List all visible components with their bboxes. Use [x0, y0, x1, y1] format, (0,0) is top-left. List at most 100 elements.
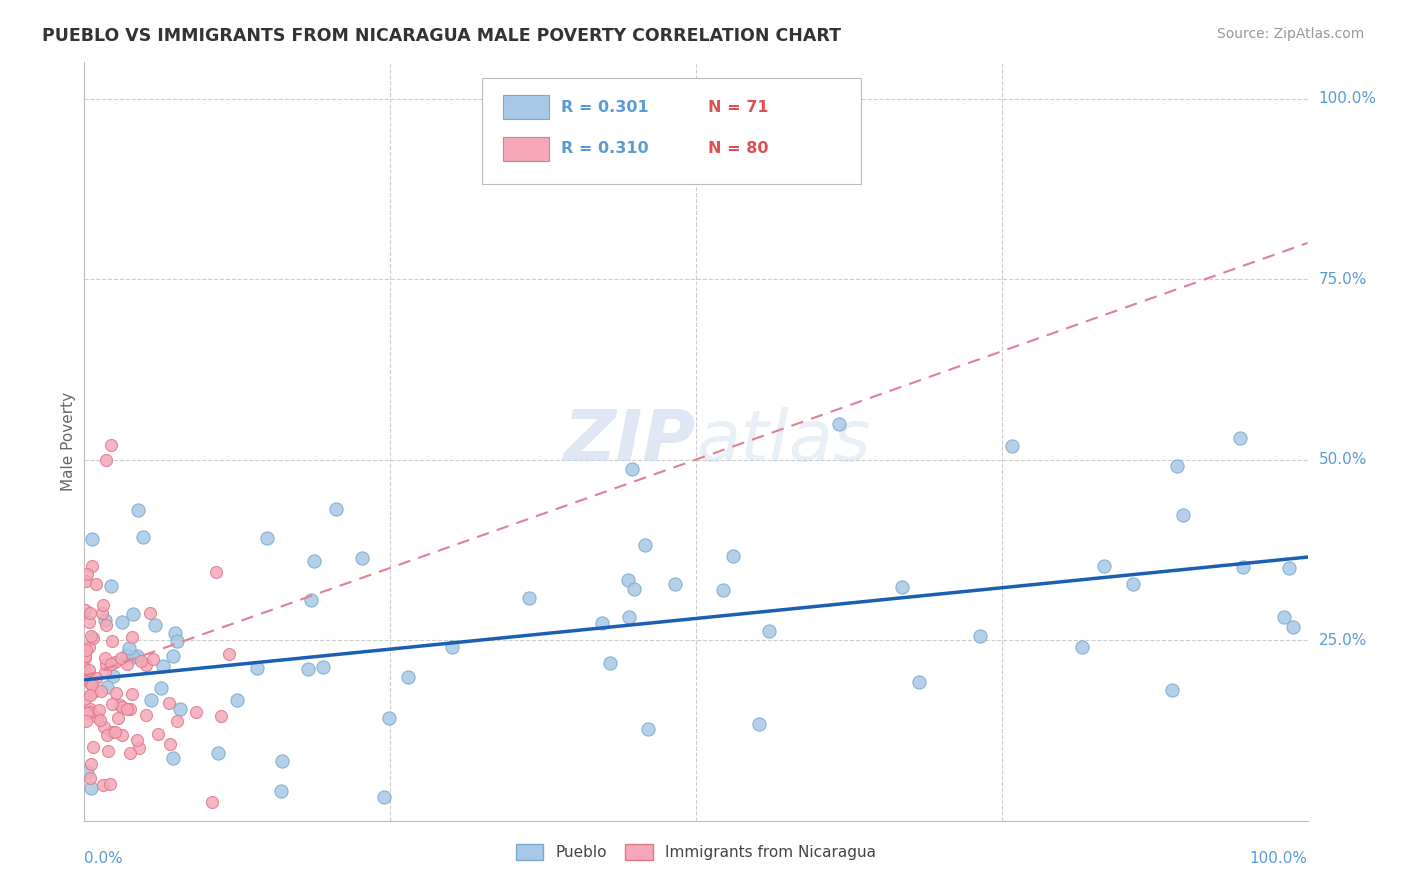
Point	[107, 711, 129, 725]
Point	[122, 607, 145, 621]
Point	[96, 728, 118, 742]
Point	[184, 706, 207, 720]
Point	[621, 461, 644, 475]
Point	[1232, 560, 1254, 574]
Text: atlas: atlas	[696, 407, 870, 476]
Point	[101, 724, 124, 739]
Point	[82, 631, 104, 645]
Point	[117, 641, 139, 656]
Point	[94, 651, 117, 665]
Text: R = 0.310: R = 0.310	[561, 141, 650, 156]
Text: 100.0%: 100.0%	[1319, 91, 1376, 106]
Point	[100, 697, 122, 711]
Point	[96, 452, 118, 467]
Point	[82, 740, 104, 755]
Point	[79, 676, 101, 690]
Point	[94, 657, 117, 672]
Point	[634, 538, 657, 552]
Point	[111, 615, 134, 629]
Point	[101, 669, 124, 683]
Point	[1092, 559, 1115, 574]
Point	[75, 714, 97, 729]
Point	[122, 649, 145, 664]
Point	[1281, 620, 1303, 634]
Point	[75, 651, 97, 665]
Point	[828, 417, 851, 431]
Point	[80, 756, 103, 771]
Point	[748, 717, 770, 731]
Point	[711, 583, 734, 598]
Text: Source: ZipAtlas.com: Source: ZipAtlas.com	[1216, 27, 1364, 41]
Point	[121, 687, 143, 701]
Point	[143, 618, 166, 632]
Point	[80, 780, 103, 795]
Point	[617, 573, 640, 587]
Point	[1122, 577, 1144, 591]
Point	[664, 577, 686, 591]
Point	[79, 771, 101, 785]
Point	[80, 629, 103, 643]
Point	[90, 683, 112, 698]
Point	[128, 740, 150, 755]
Point	[100, 579, 122, 593]
Point	[94, 613, 117, 627]
Text: ZIP: ZIP	[564, 407, 696, 476]
Text: 100.0%: 100.0%	[1250, 851, 1308, 866]
Point	[396, 670, 419, 684]
Point	[373, 789, 395, 804]
Legend: Pueblo, Immigrants from Nicaragua: Pueblo, Immigrants from Nicaragua	[510, 838, 882, 866]
Point	[90, 606, 112, 620]
Point	[115, 702, 138, 716]
Text: 50.0%: 50.0%	[1319, 452, 1367, 467]
Point	[86, 710, 108, 724]
Point	[73, 648, 96, 663]
Point	[79, 640, 101, 654]
Point	[121, 631, 143, 645]
Point	[94, 665, 117, 680]
Point	[1277, 560, 1299, 574]
Text: 0.0%: 0.0%	[84, 851, 124, 866]
Point	[325, 502, 347, 516]
Point	[200, 795, 222, 809]
Point	[111, 728, 134, 742]
Point	[1070, 640, 1092, 654]
Point	[108, 698, 131, 712]
Point	[304, 554, 326, 568]
Point	[73, 603, 96, 617]
Point	[378, 711, 401, 725]
Point	[120, 702, 142, 716]
Point	[97, 744, 120, 758]
Text: N = 71: N = 71	[709, 100, 769, 115]
Point	[125, 649, 148, 664]
Point	[104, 655, 127, 669]
Point	[297, 662, 319, 676]
Point	[89, 713, 111, 727]
Point	[271, 754, 294, 768]
Point	[96, 681, 118, 695]
Point	[165, 625, 187, 640]
Point	[162, 751, 184, 765]
Point	[79, 663, 101, 677]
Bar	[503, 95, 550, 120]
Point	[148, 727, 170, 741]
Point	[98, 777, 121, 791]
Point	[127, 503, 149, 517]
Point	[132, 530, 155, 544]
Point	[86, 671, 108, 685]
Point	[84, 577, 107, 591]
Point	[1173, 508, 1195, 523]
Point	[166, 714, 188, 728]
Point	[159, 737, 181, 751]
Point	[256, 531, 278, 545]
Point	[75, 574, 97, 589]
Point	[352, 551, 374, 566]
Point	[599, 657, 621, 671]
Point	[76, 706, 98, 720]
Point	[131, 654, 153, 668]
Y-axis label: Male Poverty: Male Poverty	[60, 392, 76, 491]
Point	[111, 699, 134, 714]
Point	[142, 652, 165, 666]
Point	[104, 725, 127, 739]
Point	[91, 778, 114, 792]
Point	[139, 606, 162, 620]
